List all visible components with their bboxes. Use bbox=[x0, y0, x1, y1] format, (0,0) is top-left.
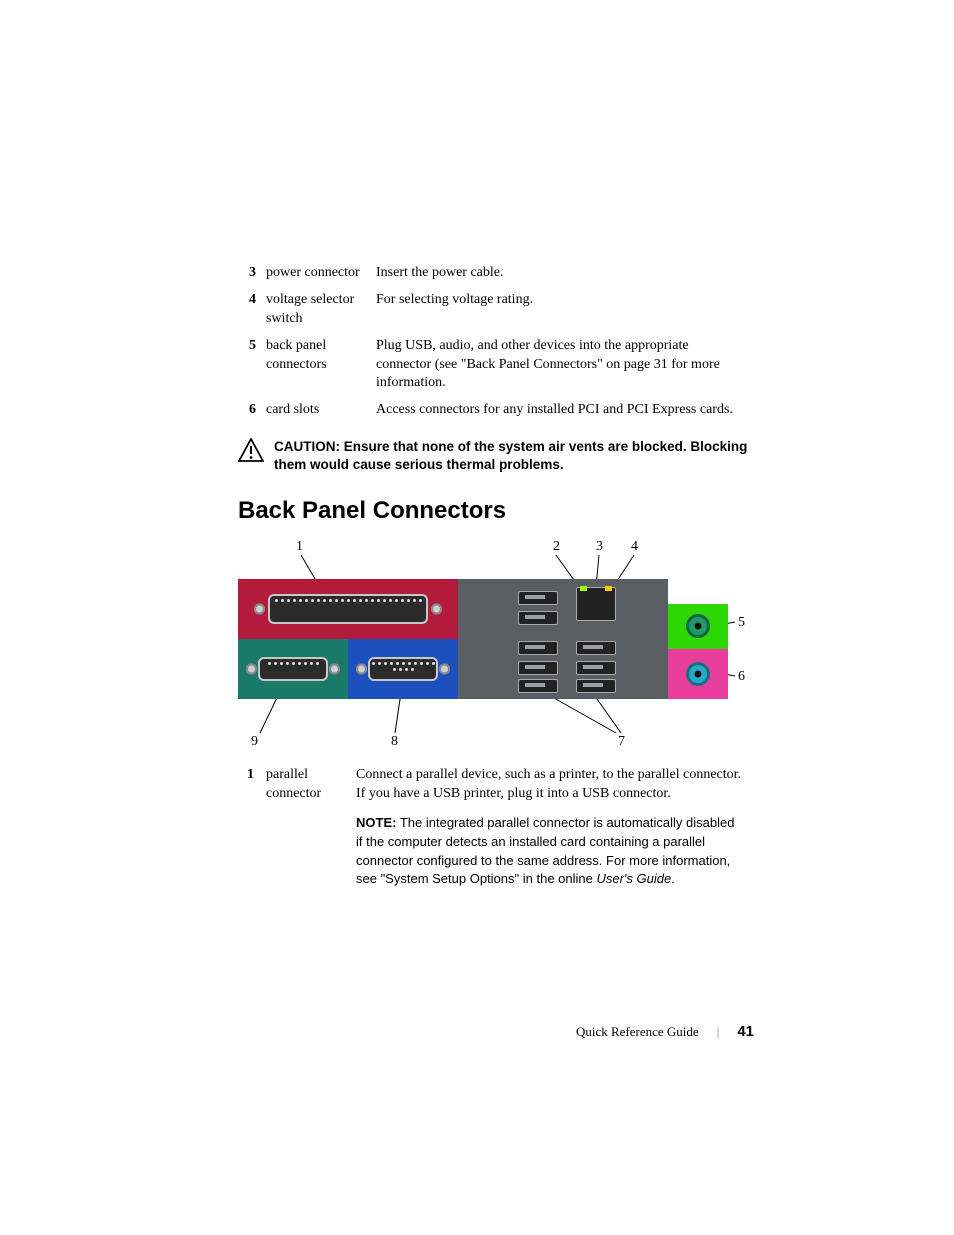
section-heading: Back Panel Connectors bbox=[238, 497, 748, 525]
network-port-icon bbox=[576, 587, 616, 621]
desc-term: parallel connector bbox=[260, 763, 350, 892]
usb-port-icon bbox=[518, 661, 558, 675]
usb-port-icon bbox=[518, 641, 558, 655]
ref-desc: Insert the power cable. bbox=[370, 260, 748, 287]
ref-term: card slots bbox=[260, 397, 370, 424]
parallel-port-icon bbox=[268, 594, 428, 624]
ref-num: 6 bbox=[238, 397, 260, 424]
table-row: 3 power connector Insert the power cable… bbox=[238, 260, 748, 287]
desc-num: 1 bbox=[238, 763, 260, 892]
line-out-area bbox=[668, 649, 728, 699]
usb-port-icon bbox=[518, 591, 558, 605]
note-block: NOTE: The integrated parallel connector … bbox=[356, 814, 742, 889]
document-page: 3 power connector Insert the power cable… bbox=[238, 260, 748, 891]
serial-port-icon bbox=[258, 657, 328, 681]
caution-body: Ensure that none of the system air vents… bbox=[274, 439, 747, 472]
usb-port-icon bbox=[518, 679, 558, 693]
desc-body: Connect a parallel device, such as a pri… bbox=[350, 763, 748, 892]
table-row: 1 parallel connector Connect a parallel … bbox=[238, 763, 748, 892]
ref-desc: Access connectors for any installed PCI … bbox=[370, 397, 748, 424]
caution-block: CAUTION: Ensure that none of the system … bbox=[238, 438, 748, 474]
connector-description-table: 1 parallel connector Connect a parallel … bbox=[238, 763, 748, 892]
back-panel-diagram: 1 2 3 4 5 6 7 8 9 bbox=[238, 539, 748, 749]
note-text: The integrated parallel connector is aut… bbox=[356, 815, 734, 887]
line-in-jack-icon bbox=[686, 614, 710, 638]
parallel-port-area bbox=[238, 579, 458, 639]
ref-num: 5 bbox=[238, 333, 260, 398]
ref-term: voltage selector switch bbox=[260, 287, 370, 333]
table-row: 4 voltage selector switch For selecting … bbox=[238, 287, 748, 333]
note-tail: . bbox=[671, 871, 675, 886]
desc-text: Connect a parallel device, such as a pri… bbox=[356, 767, 741, 802]
line-in-area bbox=[668, 604, 728, 649]
caution-text: CAUTION: Ensure that none of the system … bbox=[274, 438, 748, 474]
footer-title: Quick Reference Guide bbox=[576, 1024, 699, 1040]
vga-port-area bbox=[348, 639, 458, 699]
serial-port-area bbox=[238, 639, 348, 699]
note-emphasis: User's Guide bbox=[596, 871, 671, 886]
footer-divider: | bbox=[717, 1024, 720, 1040]
note-label: NOTE: bbox=[356, 815, 396, 830]
ref-term: power connector bbox=[260, 260, 370, 287]
usb-port-icon bbox=[576, 661, 616, 675]
page-number: 41 bbox=[737, 1023, 754, 1040]
ref-desc: Plug USB, audio, and other devices into … bbox=[370, 333, 748, 398]
usb-port-icon bbox=[576, 641, 616, 655]
ref-num: 4 bbox=[238, 287, 260, 333]
table-row: 5 back panel connectors Plug USB, audio,… bbox=[238, 333, 748, 398]
component-reference-table: 3 power connector Insert the power cable… bbox=[238, 260, 748, 424]
ref-desc: For selecting voltage rating. bbox=[370, 287, 748, 333]
link-led-icon bbox=[580, 586, 587, 591]
caution-label: CAUTION: bbox=[274, 439, 340, 454]
table-row: 6 card slots Access connectors for any i… bbox=[238, 397, 748, 424]
vga-port-icon bbox=[368, 657, 438, 681]
ref-term: back panel connectors bbox=[260, 333, 370, 398]
panel bbox=[238, 579, 728, 719]
usb-port-icon bbox=[576, 679, 616, 693]
ref-num: 3 bbox=[238, 260, 260, 287]
activity-led-icon bbox=[605, 586, 612, 591]
io-cluster bbox=[458, 579, 668, 699]
usb-port-icon bbox=[518, 611, 558, 625]
page-footer: Quick Reference Guide | 41 bbox=[576, 1023, 754, 1040]
line-out-jack-icon bbox=[686, 662, 710, 686]
warning-icon bbox=[238, 438, 264, 467]
